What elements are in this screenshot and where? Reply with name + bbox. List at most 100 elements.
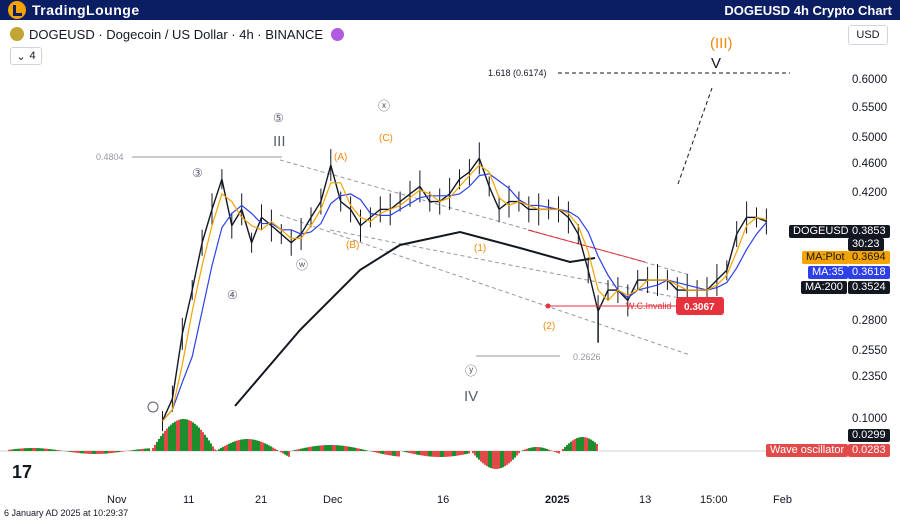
ma-200-line (234, 230, 596, 407)
wave-label: ⑤ (273, 111, 284, 125)
oscillator-bar (472, 451, 474, 454)
oscillator-bar (228, 443, 230, 451)
oscillator-bar (570, 441, 572, 451)
oscillator-bar (486, 451, 488, 467)
oscillator-bar (164, 430, 166, 451)
oscillator-bar (404, 451, 406, 452)
oscillator-bar (356, 448, 358, 451)
ma-plot-value: 0.3694 (848, 251, 890, 264)
currency-button[interactable]: USD (848, 25, 888, 45)
oscillator-bar (566, 445, 568, 451)
oscillator-bar (310, 446, 312, 451)
oscillator-bar (116, 451, 118, 453)
oscillator-bar (504, 451, 506, 467)
oscillator-bar (432, 451, 434, 457)
oscillator-bar (104, 451, 106, 454)
oscillator-bar (416, 451, 418, 455)
price-segment (191, 242, 203, 291)
oscillator-bar (342, 445, 344, 451)
oscillator-bar (184, 419, 186, 451)
oscillator-bar (366, 450, 368, 451)
oscillator-bar (492, 451, 494, 469)
oscillator-bar (594, 442, 596, 451)
oscillator-bar (394, 451, 396, 457)
oscillator-bar (268, 445, 270, 451)
oscillator-bar (534, 447, 536, 451)
price-tick-label: 0.2800 (852, 315, 888, 328)
oscillator-bar (354, 447, 356, 451)
oscillator-bar (506, 451, 508, 465)
ma-200-value: 0.3524 (848, 281, 890, 294)
time-tick-label: 11 (183, 494, 195, 506)
oscillator-bar (274, 448, 276, 451)
chevron-down-icon: ⌄ (16, 50, 26, 63)
channel-line (279, 214, 691, 356)
price-segment (409, 185, 421, 195)
oscillator-bar (348, 446, 350, 451)
time-tick-label: Dec (323, 494, 343, 506)
price-segment (270, 225, 282, 235)
oscillator-bar (512, 451, 514, 460)
symbol-info[interactable]: DOGEUSD · Dogecoin / US Dollar · 4h · BI… (10, 26, 345, 42)
oscillator-bar (474, 451, 476, 456)
oscillator-bar (234, 441, 236, 451)
tradingview-logo[interactable]: 17 (12, 462, 33, 482)
oscillator-bar (572, 440, 574, 451)
oscillator-bar (84, 451, 86, 454)
oscillator-bar (220, 448, 222, 451)
ma-35-label: MA:35 (808, 266, 848, 279)
channel-line (329, 229, 691, 301)
oscillator-bar (152, 447, 154, 451)
oscillator-bar (568, 443, 570, 451)
price-segment (468, 157, 480, 173)
price-segment (587, 270, 599, 312)
chart-title: DOGEUSD 4h Crypto Chart (724, 3, 892, 18)
price-segment (558, 208, 569, 218)
oscillator-bar (476, 451, 478, 458)
oscillator-bar (550, 450, 552, 451)
oscillator-bar (22, 448, 24, 451)
price-segment (488, 186, 500, 210)
oscillator-bar (528, 448, 530, 451)
oscillator-bar (460, 451, 462, 456)
oscillator-bar (390, 451, 392, 456)
price-segment (310, 201, 322, 218)
oscillator-bar (10, 449, 12, 451)
oscillator-bar (410, 451, 412, 454)
oscillator-bar (280, 451, 282, 453)
oscillator-bar (80, 451, 82, 454)
indicators-toggle-button[interactable]: ⌄ 4 (10, 47, 42, 65)
price-segment (736, 217, 748, 235)
oscillator-bar (148, 448, 150, 451)
ma-200-label: MA:200 (801, 281, 847, 294)
logo-text: TradingLounge (32, 2, 140, 18)
logo-icon (8, 1, 26, 19)
oscillator-bar (554, 451, 556, 453)
oscillator-bar (488, 451, 490, 468)
oscillator-bar (284, 451, 286, 455)
data-provider-icon[interactable] (331, 27, 345, 41)
price-segment (478, 158, 490, 187)
oscillator-bar (388, 451, 390, 456)
oscillator-bar (576, 438, 578, 451)
oscillator-bar (214, 449, 216, 451)
oscillator-bar (50, 449, 52, 451)
oscillator-bar (238, 440, 240, 451)
oscillator-bar (428, 451, 430, 457)
channel-line (279, 159, 691, 276)
oscillator-bar (442, 451, 444, 457)
oscillator-bar (392, 451, 394, 456)
oscillator-bar (180, 419, 182, 451)
oscillator-bar (420, 451, 422, 456)
oscillator-bar (96, 451, 98, 454)
oscillator-bar (146, 448, 148, 451)
wave-label: (C) (379, 133, 393, 144)
indicators-count: 4 (29, 50, 36, 62)
price-segment (498, 201, 510, 210)
oscillator-bar (88, 451, 90, 454)
oscillator-bar (200, 429, 202, 451)
oscillator-bar (320, 445, 322, 451)
oscillator-bar (90, 451, 92, 454)
oscillator-bar (132, 450, 134, 451)
